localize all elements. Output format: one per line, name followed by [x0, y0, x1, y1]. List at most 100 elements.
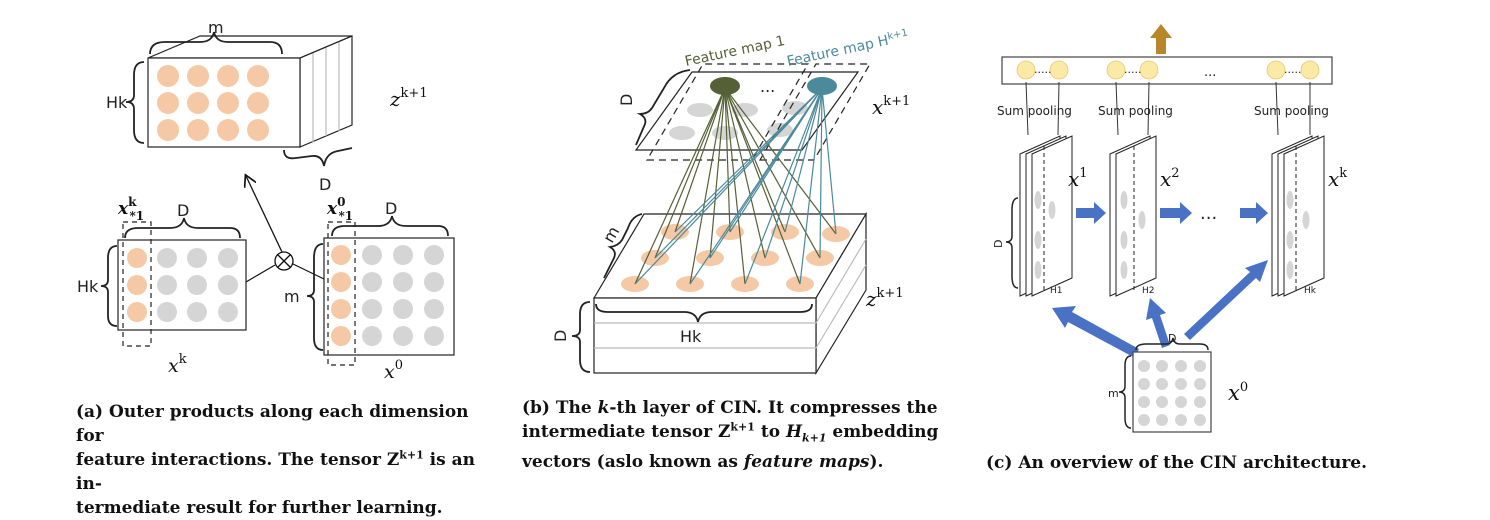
- top-dots-4: .....: [1284, 63, 1301, 76]
- outer-product-symbol: [274, 251, 294, 271]
- plane-xk1-gray-dots: [669, 101, 808, 140]
- panel-c: ..... ..... ... ..... Sum pooling Sum po…: [992, 24, 1347, 433]
- caption-b-1a: (b) The: [522, 398, 598, 418]
- label-xk1-b: xk+1: [872, 94, 910, 119]
- feature-node-h: [807, 77, 837, 95]
- caption-a-line-2-text: feature interactions. The tensor Z: [76, 450, 400, 470]
- feature-node-1: [710, 77, 740, 95]
- label-xk-c: xk: [1328, 166, 1347, 191]
- label-x0-a: x0: [384, 358, 403, 383]
- top-dots-2: .....: [1124, 63, 1141, 76]
- label-x2: x2: [1160, 166, 1180, 191]
- label-sum-pooling-1: Sum pooling: [997, 104, 1072, 118]
- label-hk-c: Hk: [1304, 286, 1317, 296]
- panel-b: ... Feature map 1 Feature map Hk+1 D xk+…: [551, 28, 910, 376]
- arrow-x0-x1: [1052, 306, 1139, 358]
- matrix-x0-c-dots: [1138, 360, 1206, 426]
- caption-b-2c: embedding: [826, 422, 939, 442]
- cin-figure: m Hk D zk+1 D Hk xk *1 xk: [77, 18, 1347, 433]
- label-feature-map-h: Feature map Hk+1: [785, 28, 910, 70]
- brace-m-cube: [603, 213, 643, 279]
- caption-b-1b: -th layer of CIN. It compresses the: [609, 398, 938, 418]
- brace-d-xk: [124, 217, 241, 239]
- label-x0-c: x0: [1228, 380, 1248, 405]
- output-arrow: [1150, 24, 1172, 54]
- caption-b-2b: to: [754, 422, 786, 442]
- brace-hk-top: [125, 61, 145, 144]
- arrow-dots-xk: [1240, 202, 1268, 224]
- label-m-x0: m: [284, 287, 300, 306]
- caption-a-line-2-end: is an in-: [76, 450, 475, 494]
- caption-b-1k: k: [597, 398, 610, 418]
- brace-d-top: [283, 147, 353, 167]
- brace-d-x1: [1005, 197, 1019, 289]
- arrow-to-z: [246, 176, 283, 253]
- caption-b-line-1: (b) The k-th layer of CIN. It compresses…: [522, 396, 962, 420]
- stack-xk: [1271, 135, 1325, 297]
- label-x01: x0 *1: [326, 195, 353, 223]
- tensor-z-top-dots: [157, 65, 269, 141]
- label-hk-cube: Hk: [680, 327, 702, 346]
- caption-a-line-2: feature interactions. The tensor Zk+1 is…: [76, 448, 496, 496]
- caption-b-2a: intermediate tensor Z: [522, 422, 731, 442]
- column-x01-dashed: [327, 221, 356, 366]
- top-dots-3: ...: [1204, 65, 1216, 80]
- top-dots-1: .....: [1034, 63, 1051, 76]
- arrow-x2-dots: [1160, 202, 1192, 224]
- label-xk1: xk *1: [117, 195, 144, 223]
- arrow-x0-x2: [1146, 298, 1170, 348]
- brace-d-x0-c: [1135, 337, 1209, 351]
- label-zk1-b: zk+1: [865, 286, 904, 311]
- label-d-xk: D: [177, 201, 189, 220]
- brace-m-x0: [306, 243, 324, 351]
- connector-xk: [245, 264, 276, 283]
- brace-hk-cube: [595, 303, 813, 323]
- brace-m-x0-c: [1118, 355, 1132, 429]
- pooling-arrows: [1025, 81, 1311, 136]
- matrix-xk-dots: [127, 248, 238, 322]
- caption-a-sup: k+1: [399, 448, 424, 462]
- caption-b-line-3: vectors (aslo known as feature maps).: [522, 450, 962, 474]
- caption-b-3b: ).: [869, 452, 884, 473]
- caption-c: (c) An overview of the CIN architecture.: [986, 453, 1368, 473]
- label-m-top: m: [208, 18, 224, 37]
- stack-x2: [1109, 135, 1157, 297]
- caption-a-line-1: (a) Outer products along each dimension …: [76, 402, 469, 446]
- caption-b-2hsub: k+1: [802, 431, 827, 445]
- label-d-top: D: [319, 175, 331, 194]
- label-sum-pooling-2: Sum pooling: [1098, 104, 1173, 118]
- ellipsis-b: ...: [760, 77, 775, 96]
- caption-b-2sup: k+1: [730, 420, 755, 434]
- label-sum-pooling-3: Sum pooling: [1254, 104, 1329, 118]
- label-d-x0: D: [385, 199, 397, 218]
- label-hk-xk: Hk: [77, 277, 99, 296]
- label-zk1-a: zk+1: [389, 86, 428, 111]
- label-hk-top: Hk: [106, 93, 128, 112]
- label-xk: xk: [168, 352, 187, 377]
- connections-teal: [634, 87, 837, 285]
- output-dots: [1016, 60, 1320, 80]
- feature-map-h-dashed: [758, 63, 872, 161]
- caption-b-line-2: intermediate tensor Zk+1 to Hk+1 embeddi…: [522, 420, 962, 450]
- label-m-x0-c: m: [1108, 387, 1119, 400]
- label-d-x0-c: D: [1168, 332, 1176, 345]
- arrow-x0-xk: [1184, 260, 1268, 340]
- label-d-plane: D: [617, 94, 636, 106]
- arrow-x1-x2: [1076, 202, 1106, 224]
- panel-a: m Hk D zk+1 D Hk xk *1 xk: [77, 18, 455, 383]
- label-d-cube: D: [551, 330, 570, 342]
- caption-b-2h: H: [785, 422, 803, 442]
- caption-b: (b) The k-th layer of CIN. It compresses…: [522, 396, 962, 474]
- caption-a: (a) Outer products along each dimension …: [76, 400, 496, 520]
- matrix-x0-dots: [331, 245, 444, 346]
- feature-map-1-dashed: [645, 63, 810, 161]
- label-x1: x1: [1068, 166, 1088, 191]
- label-h1: H1: [1050, 286, 1063, 296]
- brace-d-plane: [635, 69, 691, 146]
- connections-green: [634, 87, 837, 285]
- brace-d-cube: [571, 301, 591, 373]
- label-h2: H2: [1142, 286, 1155, 296]
- caption-b-3i: feature maps: [743, 452, 870, 473]
- brace-d-x0: [331, 215, 449, 237]
- stack-x1: [1019, 135, 1073, 297]
